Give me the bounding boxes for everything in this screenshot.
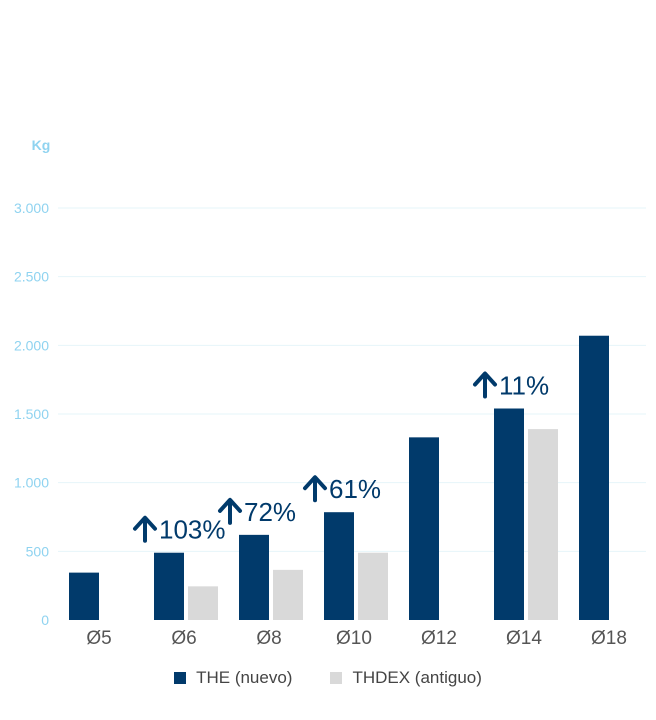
legend: THE (nuevo) THDEX (antiguo) xyxy=(0,668,656,688)
x-tick-label: Ø10 xyxy=(336,628,372,649)
y-tick-label: 2.500 xyxy=(14,269,49,285)
annotation-percent: 11% xyxy=(499,371,549,401)
legend-swatch-thdex xyxy=(330,672,343,684)
bar-the-3 xyxy=(324,512,354,620)
annotation-percent: 61% xyxy=(329,474,381,504)
annotation-percent: 103% xyxy=(159,515,226,545)
arrow-up-icon xyxy=(133,515,157,543)
bar-the-0 xyxy=(69,572,99,620)
bar-thdex-5 xyxy=(528,429,558,620)
y-tick-label: 500 xyxy=(26,543,50,559)
legend-item-thdex: THDEX (antiguo) xyxy=(330,668,482,688)
bar-thdex-2 xyxy=(273,569,303,620)
x-tick-label: Ø6 xyxy=(171,628,196,649)
legend-swatch-the xyxy=(174,672,187,684)
annotation-percent: 72% xyxy=(244,497,296,527)
arrow-up-icon xyxy=(218,497,242,525)
bar-the-4 xyxy=(409,437,439,620)
bar-thdex-3 xyxy=(358,552,388,620)
y-tick-label: 0 xyxy=(41,612,49,628)
legend-item-the: THE (nuevo) xyxy=(174,668,292,688)
bar-thdex-1 xyxy=(188,586,218,620)
bar-the-6 xyxy=(579,335,609,620)
legend-label-thdex: THDEX (antiguo) xyxy=(352,668,482,687)
y-tick-label: 3.000 xyxy=(14,200,49,216)
y-tick-label: 1.500 xyxy=(14,406,49,422)
y-tick-label: 1.000 xyxy=(14,475,49,491)
y-axis-unit-label: Kg xyxy=(32,137,51,153)
legend-label-the: THE (nuevo) xyxy=(196,668,293,687)
arrow-up-icon xyxy=(303,475,327,503)
x-tick-label: Ø14 xyxy=(506,628,542,649)
bar-the-1 xyxy=(154,552,184,620)
x-tick-label: Ø18 xyxy=(591,628,627,649)
bar-the-5 xyxy=(494,408,524,620)
y-tick-label: 2.000 xyxy=(14,337,49,353)
x-tick-label: Ø8 xyxy=(256,628,281,649)
x-tick-label: Ø12 xyxy=(421,628,457,649)
x-tick-label: Ø5 xyxy=(86,628,111,649)
bar-the-2 xyxy=(239,534,269,620)
arrow-up-icon xyxy=(473,371,497,399)
